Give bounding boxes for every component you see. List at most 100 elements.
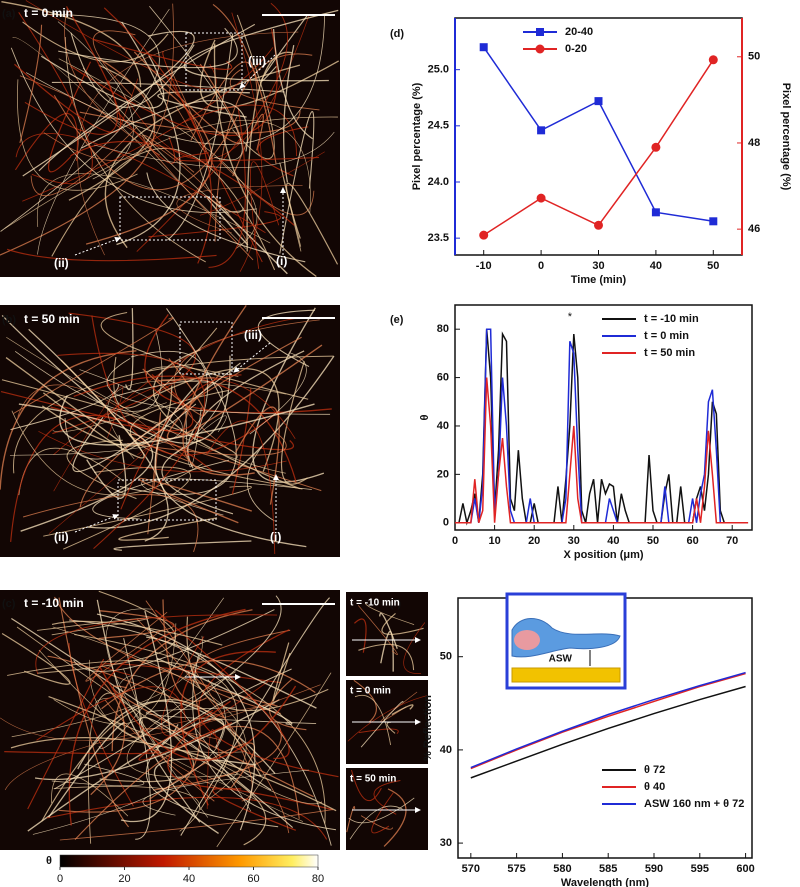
fiber bbox=[63, 466, 191, 550]
fiber bbox=[157, 90, 250, 118]
x-tick-label: 70 bbox=[726, 535, 738, 547]
roi-box bbox=[119, 196, 221, 241]
fiber bbox=[285, 182, 339, 265]
fiber bbox=[138, 728, 223, 791]
fiber bbox=[120, 78, 139, 127]
fiber bbox=[381, 612, 424, 635]
fiber bbox=[218, 159, 315, 216]
fiber bbox=[10, 384, 119, 431]
fiber bbox=[104, 699, 215, 802]
fiber bbox=[53, 596, 278, 707]
region-label: (iii) bbox=[244, 328, 262, 342]
chart: 0 20 40 60 80 0 10 20 30 40 50 60 70 X position (μm) θ… bbox=[419, 304, 753, 561]
fiber bbox=[13, 317, 174, 414]
fiber bbox=[104, 64, 301, 249]
colorbar bbox=[59, 854, 319, 868]
fiber bbox=[138, 717, 294, 829]
arrow bbox=[74, 236, 121, 256]
fiber bbox=[69, 619, 332, 846]
fiber bbox=[81, 100, 249, 152]
fiber bbox=[0, 14, 160, 232]
fiber bbox=[27, 658, 105, 810]
fiber bbox=[1, 632, 71, 685]
fiber bbox=[130, 350, 209, 441]
cell-shape bbox=[511, 618, 621, 658]
roi-box bbox=[179, 321, 233, 375]
fiber bbox=[199, 116, 338, 215]
x-tick-label: 570 bbox=[462, 863, 480, 875]
fiber bbox=[92, 30, 136, 97]
fiber bbox=[98, 665, 297, 761]
fiber bbox=[235, 406, 280, 505]
x-axis-label: Wavelength (nm) bbox=[561, 877, 650, 887]
series-line bbox=[455, 329, 749, 526]
fiber bbox=[145, 668, 292, 828]
fiber bbox=[59, 395, 315, 446]
fiber bbox=[30, 126, 138, 197]
fiber bbox=[16, 626, 323, 805]
fiber bbox=[90, 317, 299, 432]
fiber bbox=[232, 113, 264, 177]
legend-label: 0-20 bbox=[565, 43, 587, 55]
fiber bbox=[146, 172, 306, 263]
fiber bbox=[7, 660, 238, 811]
fiber bbox=[19, 24, 43, 144]
fiber bbox=[4, 748, 160, 755]
chart: 23.5 24.0 24.5 25.0 46 48 50 -10 0 30 40 50 Time (mi… bbox=[411, 17, 792, 286]
fiber bbox=[206, 420, 276, 555]
region-label: (i) bbox=[276, 254, 287, 268]
fiber bbox=[73, 609, 275, 672]
fiber bbox=[9, 369, 183, 456]
region-label: (i) bbox=[270, 530, 281, 544]
legend-label: θ 40 bbox=[644, 781, 665, 793]
fiber bbox=[358, 643, 415, 671]
fiber bbox=[145, 707, 317, 724]
fiber bbox=[148, 211, 282, 238]
fiber bbox=[74, 633, 326, 824]
fiber bbox=[32, 679, 226, 835]
colorbar-tick-label: 0 bbox=[57, 873, 63, 885]
fiber bbox=[93, 131, 335, 168]
fiber bbox=[92, 38, 233, 70]
panel-label: (b) bbox=[2, 314, 16, 326]
fiber bbox=[180, 597, 330, 836]
panel-label: (f) bbox=[390, 598, 401, 610]
legend-label: 20-40 bbox=[565, 26, 593, 38]
marker bbox=[536, 193, 546, 203]
time-label: t = 0 min bbox=[24, 6, 73, 20]
fiber bbox=[120, 610, 173, 823]
x-tick-label: -10 bbox=[476, 260, 492, 272]
y2-tick-label: 48 bbox=[748, 137, 760, 149]
x-tick-label: 10 bbox=[488, 535, 500, 547]
fiber bbox=[74, 725, 300, 840]
y-tick-label: 24.5 bbox=[428, 120, 449, 132]
fiber bbox=[152, 367, 280, 472]
fiber bbox=[208, 107, 246, 268]
region-label: (ii) bbox=[54, 530, 69, 544]
marker bbox=[537, 126, 546, 135]
region-label: (ii) bbox=[54, 256, 69, 270]
legend-label: t = -10 min bbox=[644, 313, 699, 325]
fiber bbox=[88, 355, 335, 529]
y-tick-label: 0 bbox=[443, 517, 449, 529]
fiber bbox=[22, 30, 195, 177]
fiber bbox=[213, 43, 317, 278]
fiber bbox=[347, 695, 427, 742]
fiber bbox=[360, 815, 394, 830]
fiber bbox=[91, 315, 280, 456]
y2-tick-label: 46 bbox=[748, 223, 760, 235]
y-axis-label: % Reflection bbox=[422, 695, 434, 761]
series-line bbox=[483, 59, 714, 236]
fiber bbox=[10, 737, 337, 812]
fiber bbox=[357, 605, 398, 655]
fiber bbox=[64, 37, 206, 263]
fiber bbox=[72, 362, 241, 473]
y-tick-label: 60 bbox=[437, 371, 449, 383]
legend-label: t = 0 min bbox=[644, 330, 689, 342]
fiber bbox=[216, 672, 332, 848]
panel-label: (a) bbox=[2, 8, 16, 20]
fibers bbox=[0, 0, 427, 848]
fiber bbox=[249, 161, 280, 269]
y-tick-label: 50 bbox=[440, 651, 452, 663]
